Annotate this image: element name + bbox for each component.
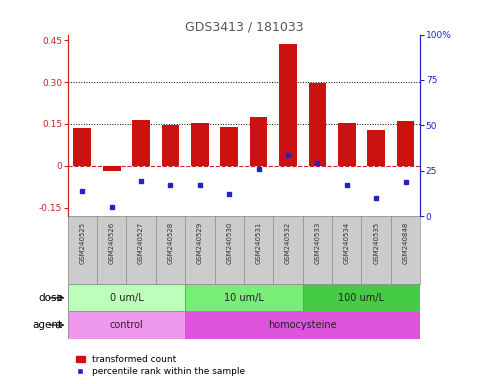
Bar <box>338 123 355 166</box>
Text: GSM240529: GSM240529 <box>197 222 203 264</box>
Bar <box>220 127 238 166</box>
Text: GSM240526: GSM240526 <box>109 222 114 264</box>
Bar <box>397 121 414 166</box>
Text: agent: agent <box>33 320 63 330</box>
Text: dose: dose <box>38 293 63 303</box>
Bar <box>185 311 420 339</box>
Bar <box>185 284 303 311</box>
Bar <box>162 124 179 166</box>
Text: GSM240531: GSM240531 <box>256 222 262 264</box>
Bar <box>191 123 209 166</box>
Bar <box>132 120 150 166</box>
Bar <box>73 128 91 166</box>
Text: 100 um/L: 100 um/L <box>339 293 384 303</box>
Bar <box>250 117 268 166</box>
Text: GSM240848: GSM240848 <box>402 222 409 264</box>
Legend: transformed count, percentile rank within the sample: transformed count, percentile rank withi… <box>72 352 249 379</box>
Text: GSM240532: GSM240532 <box>285 222 291 264</box>
Text: GSM240528: GSM240528 <box>168 222 173 264</box>
Title: GDS3413 / 181033: GDS3413 / 181033 <box>185 20 303 33</box>
Text: 10 um/L: 10 um/L <box>224 293 264 303</box>
Text: GSM240530: GSM240530 <box>226 222 232 264</box>
Text: GSM240525: GSM240525 <box>79 222 85 264</box>
Text: control: control <box>110 320 143 330</box>
Text: GSM240535: GSM240535 <box>373 222 379 264</box>
Bar <box>309 83 326 166</box>
Text: 0 um/L: 0 um/L <box>110 293 143 303</box>
Bar <box>279 44 297 166</box>
Bar <box>68 284 185 311</box>
Text: GSM240534: GSM240534 <box>344 222 350 264</box>
Bar <box>68 311 185 339</box>
Bar <box>103 166 121 171</box>
Text: GSM240527: GSM240527 <box>138 222 144 264</box>
Bar <box>303 284 420 311</box>
Text: GSM240533: GSM240533 <box>314 222 320 264</box>
Text: homocysteine: homocysteine <box>269 320 337 330</box>
Bar <box>367 130 385 166</box>
